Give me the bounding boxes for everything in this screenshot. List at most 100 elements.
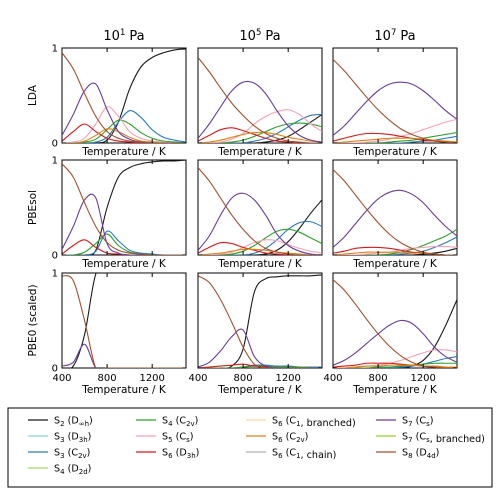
legend-label: S4 (C2v) [162,416,198,429]
legend: S2 (D∞h) S3 (D3h) S3 (C2v) S4 (D2d) S4 (C2v)… [7,407,493,488]
series-line-s6-c2v [333,364,457,368]
legend-item-s7-cs-branched: S7 (Cs, branched) [376,432,485,446]
series-line-s5-cs [333,245,457,255]
series-line-s3-c2v [62,110,186,143]
panel-frame [61,272,187,369]
series-line-s7-cs [333,189,457,248]
series-line-s7-cs [198,328,322,368]
x-tick-label: 400 [52,373,71,384]
legend-item-s6-c1-branched: S6 (C1, branched) [246,416,356,430]
x-axis-label: Temperature / K [217,258,303,270]
x-tick-label: 1200 [410,373,435,384]
legend-item-s4-c2v: S4 (C2v) [136,416,198,429]
series-line-s7-cs [333,81,457,136]
y-tick-label: 1 [52,269,58,280]
panel-frame [61,47,187,144]
x-axis-label: Temperature / K [217,384,303,396]
x-axis-label: Temperature / K [81,146,167,158]
series-line-s3-c2v [333,236,457,255]
legend-item-s3-d3h: S3 (D3h) [28,432,91,445]
column-title-1: 105 Pa [239,28,280,44]
legend-item-s2-dinfh: S2 (D∞h) [28,416,93,429]
series-line-s7-cs [198,192,322,255]
legend-item-s4-d2d: S4 (D2d) [28,464,91,476]
series-line-s5-cs [198,109,322,143]
series-line-s6-d3h [198,127,322,143]
series-line-s6-d3h [62,239,186,255]
legend-label: S2 (D∞h) [54,416,93,429]
series-line-s8-d4d [333,59,457,143]
legend-item-s6-c1-chain: S6 (C1, chain) [246,448,336,462]
series-line-s3-c2v [198,220,322,255]
series-line-s6-c2v [333,137,457,143]
x-tick-label: 1200 [275,373,300,384]
legend-label: S6 (C1, branched) [272,416,356,430]
panel-1-2: Temperature / K [332,159,458,270]
series-line-s4-c2v [198,228,322,255]
panel-1-0: 0 1 Temperature / K [52,156,187,270]
panel-frame [332,159,458,256]
series-line-s2-dinfh [62,160,186,255]
legend-item-s7-cs: S7 (Cs) [376,416,433,428]
row-label-2: PBE0 (scaled) [27,284,39,356]
x-axis-label: Temperature / K [352,384,438,396]
legend-label: S6 (C1, chain) [272,448,336,462]
series-line-s8-d4d [62,275,186,368]
row-label-0: LDA [27,84,39,106]
series-line-s8-d4d [198,57,322,143]
panel-frame [197,47,323,144]
column-title-2: 107 Pa [374,28,415,44]
legend-label: S7 (Cs, branched) [402,432,485,446]
series-line-s8-d4d [333,279,457,368]
legend-label: S6 (D3h) [162,448,199,461]
y-tick-label: 0 [52,364,58,375]
panel-0-0: 0 1 Temperature / K [52,44,187,158]
legend-item-s5-cs: S5 (Cs) [136,432,193,445]
series-line-s8-d4d [198,167,322,255]
series-line-s2-dinfh [62,273,186,368]
legend-label: S3 (D3h) [54,432,91,445]
series-line-s6-c2v [198,131,322,143]
series-line-s5-cs [198,239,322,255]
y-tick-label: 0 [52,251,58,262]
series-line-s2-dinfh [198,199,322,255]
x-axis-label: Temperature / K [352,146,438,158]
series-line-s3-c2v [333,356,457,368]
series-line-s2-dinfh [198,274,322,368]
row-label-1: PBEsol [27,190,39,225]
legend-label: S5 (Cs) [162,432,193,445]
y-tick-label: 0 [52,139,58,150]
column-title-0: 101 Pa [103,28,144,44]
x-tick-label: 800 [234,373,253,384]
series-line-s2-dinfh [198,114,322,143]
legend-label: S3 (C2v) [54,448,90,461]
series-line-s7-cs [62,343,186,368]
series-line-s4-c2v [198,122,322,143]
x-tick-label: 400 [323,373,342,384]
series-line-s2-dinfh [333,247,457,255]
series-line-s3-c2v [198,113,322,143]
legend-item-s6-d3h: S6 (D3h) [136,448,199,461]
x-tick-label: 1200 [139,373,164,384]
y-tick-label: 1 [52,156,58,167]
x-tick-label: 400 [188,373,207,384]
series-line-s4-c2v [333,132,457,143]
panel-0-1: Temperature / K [197,47,323,158]
y-tick-label: 1 [52,44,58,55]
series-line-s4-c2v [62,233,186,255]
series-line-s7-cs [333,319,457,366]
panel-frame [197,272,323,369]
series-line-s2-dinfh [62,48,186,143]
series-line-s4-c2v [198,365,322,368]
series-line-s7-cs [198,80,322,143]
series-line-s2-dinfh [333,299,457,368]
series-line-s8-d4d [62,52,186,143]
panel-frame [332,272,458,369]
legend-item-s6-c2v: S6 (C2v) [246,432,308,445]
legend-label: S6 (C2v) [272,432,308,445]
x-axis-label: Temperature / K [352,258,438,270]
x-tick-label: 800 [98,373,117,384]
